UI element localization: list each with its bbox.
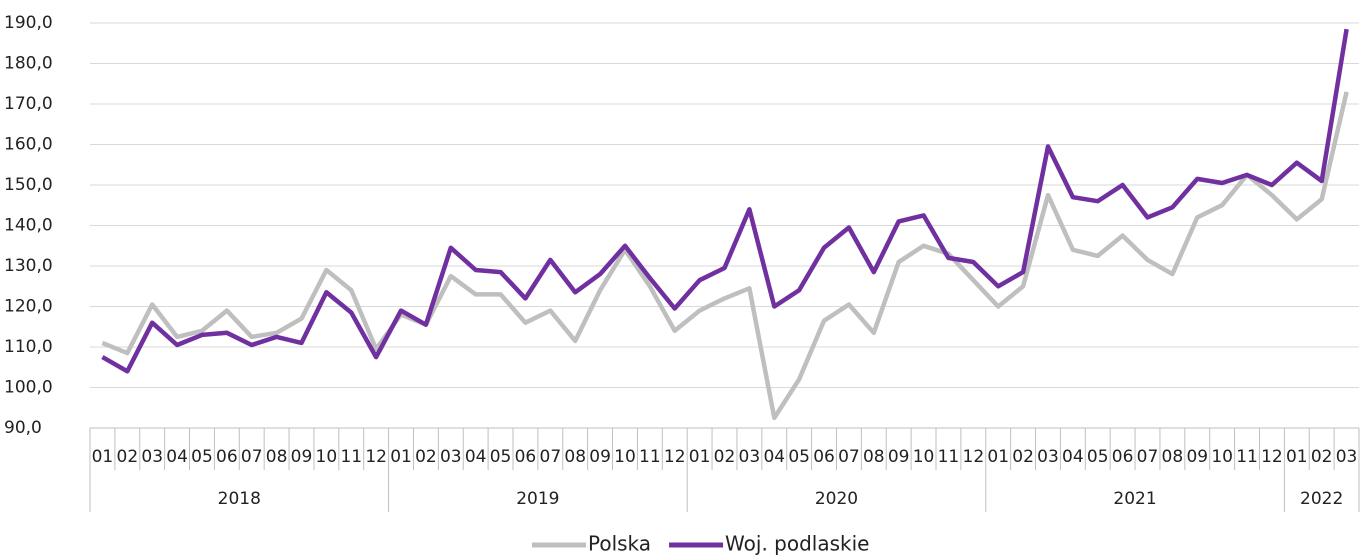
y-tick-label: 190,0 bbox=[4, 13, 53, 33]
year-label: 2019 bbox=[516, 489, 559, 509]
x-tick-label: 08 bbox=[266, 447, 288, 467]
x-tick-label: 07 bbox=[540, 447, 562, 467]
series-line bbox=[101, 91, 1349, 421]
y-tick-label: 140,0 bbox=[4, 216, 53, 236]
y-tick-label: 170,0 bbox=[4, 94, 53, 114]
x-tick-label: 06 bbox=[813, 447, 835, 467]
x-tick-label: 01 bbox=[987, 447, 1009, 467]
y-tick-label: 110,0 bbox=[4, 337, 53, 357]
x-tick-label: 11 bbox=[639, 447, 661, 467]
x-tick-label: 08 bbox=[1162, 447, 1184, 467]
x-tick-label: 12 bbox=[1261, 447, 1283, 467]
x-tick-label: 10 bbox=[1211, 447, 1233, 467]
x-tick-label: 06 bbox=[216, 447, 238, 467]
x-tick-label: 02 bbox=[714, 447, 736, 467]
x-tick-label: 02 bbox=[117, 447, 139, 467]
x-tick-label: 01 bbox=[92, 447, 114, 467]
x-tick-label: 08 bbox=[863, 447, 885, 467]
legend-label: Woj. podlaskie bbox=[725, 532, 869, 556]
x-tick-label: 09 bbox=[888, 447, 910, 467]
x-tick-label: 02 bbox=[1311, 447, 1333, 467]
legend-label: Polska bbox=[588, 532, 651, 556]
series-line bbox=[101, 28, 1349, 374]
x-tick-label: 09 bbox=[1186, 447, 1208, 467]
x-tick-label: 12 bbox=[365, 447, 387, 467]
x-tick-label: 05 bbox=[490, 447, 512, 467]
year-label: 2018 bbox=[218, 489, 261, 509]
x-tick-label: 05 bbox=[1087, 447, 1109, 467]
x-tick-label: 08 bbox=[564, 447, 586, 467]
x-tick-label: 09 bbox=[589, 447, 611, 467]
year-label: 2020 bbox=[815, 489, 858, 509]
x-tick-label: 01 bbox=[689, 447, 711, 467]
x-tick-label: 11 bbox=[938, 447, 960, 467]
y-tick-label: 90,0 bbox=[4, 418, 42, 438]
x-tick-label: 07 bbox=[1137, 447, 1159, 467]
x-tick-label: 04 bbox=[763, 447, 785, 467]
x-tick-label: 02 bbox=[415, 447, 437, 467]
x-tick-label: 01 bbox=[390, 447, 412, 467]
x-tick-label: 03 bbox=[739, 447, 761, 467]
x-tick-label: 04 bbox=[1062, 447, 1084, 467]
x-tick-label: 03 bbox=[1336, 447, 1358, 467]
year-label: 2021 bbox=[1113, 489, 1156, 509]
x-tick-label: 02 bbox=[1012, 447, 1034, 467]
x-tick-label: 11 bbox=[340, 447, 362, 467]
x-tick-label: 06 bbox=[1112, 447, 1134, 467]
x-tick-label: 03 bbox=[141, 447, 163, 467]
x-tick-label: 12 bbox=[664, 447, 686, 467]
year-label: 2022 bbox=[1300, 489, 1343, 509]
x-tick-label: 06 bbox=[515, 447, 537, 467]
x-tick-label: 04 bbox=[465, 447, 487, 467]
x-tick-label: 04 bbox=[166, 447, 188, 467]
x-tick-label: 07 bbox=[838, 447, 860, 467]
y-tick-label: 120,0 bbox=[4, 297, 53, 317]
y-tick-label: 150,0 bbox=[4, 175, 53, 195]
y-tick-label: 160,0 bbox=[4, 135, 53, 155]
x-tick-label: 11 bbox=[1236, 447, 1258, 467]
y-tick-label: 100,0 bbox=[4, 378, 53, 398]
x-tick-label: 03 bbox=[1037, 447, 1059, 467]
x-tick-label: 01 bbox=[1286, 447, 1308, 467]
x-tick-label: 05 bbox=[788, 447, 810, 467]
x-tick-label: 07 bbox=[241, 447, 263, 467]
x-tick-label: 05 bbox=[191, 447, 213, 467]
y-tick-label: 130,0 bbox=[4, 256, 53, 276]
x-tick-label: 10 bbox=[913, 447, 935, 467]
x-tick-label: 12 bbox=[963, 447, 985, 467]
y-tick-label: 180,0 bbox=[4, 54, 53, 74]
x-tick-label: 10 bbox=[614, 447, 636, 467]
x-tick-label: 09 bbox=[291, 447, 313, 467]
x-tick-label: 03 bbox=[440, 447, 462, 467]
x-tick-label: 10 bbox=[316, 447, 338, 467]
